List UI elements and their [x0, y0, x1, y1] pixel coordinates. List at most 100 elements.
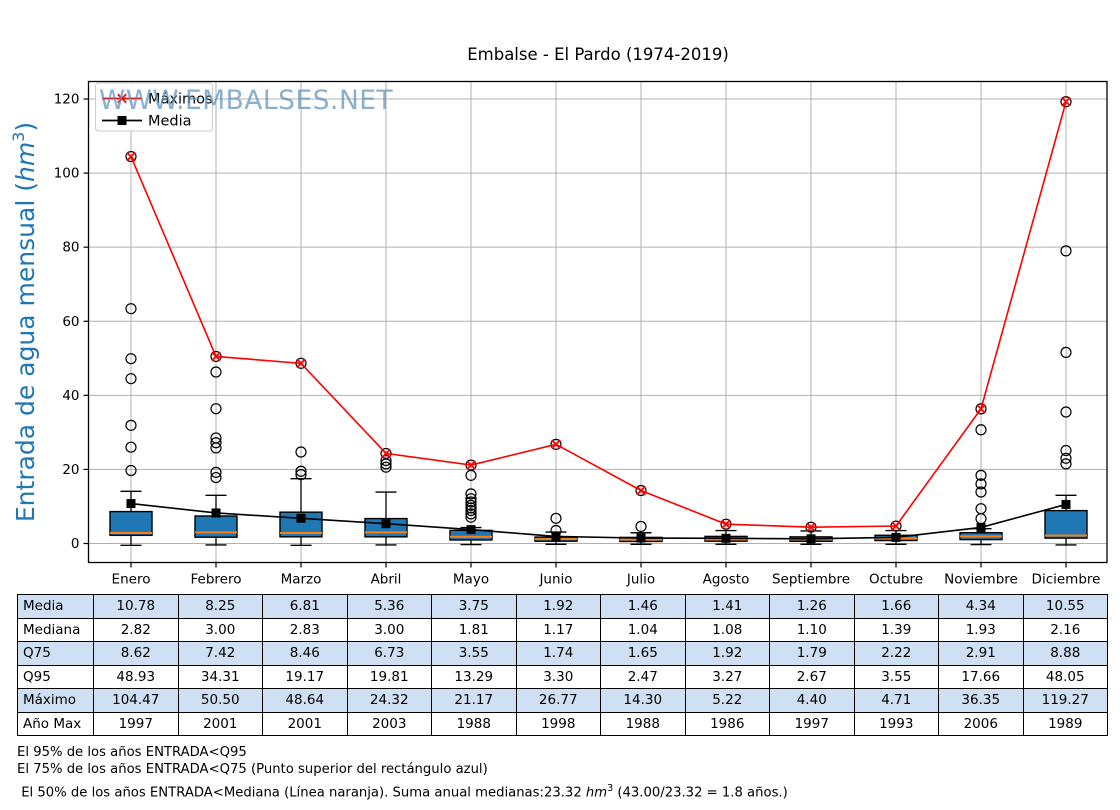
table-cell: 3.75 [431, 594, 517, 619]
maximos-marker [381, 448, 391, 459]
table-cell: 1.04 [600, 617, 686, 642]
outlier-point [635, 484, 647, 497]
outlier-point [1060, 406, 1072, 418]
table-cell: 1.10 [769, 617, 855, 642]
table-cell: 6.81 [262, 594, 348, 619]
outlier-point [1060, 346, 1072, 358]
table-cell: 8.46 [262, 641, 348, 666]
media-marker [891, 532, 901, 542]
outlier-point [465, 493, 477, 505]
outlier-point [1060, 444, 1072, 457]
table-cell: 1.26 [769, 594, 855, 619]
table-cell: 1993 [853, 711, 939, 736]
y-tick-label: 0 [71, 536, 80, 552]
outlier-point [1060, 245, 1072, 257]
table-cell: 13.29 [431, 664, 517, 689]
media-marker [1061, 499, 1071, 509]
table-row: Máximo 104.47 50.50 48.64 24.32 21.17 26.77 14.… [17, 688, 1108, 713]
y-tick-label: 80 [62, 240, 79, 256]
outlier-point [125, 419, 137, 431]
footnote-unit-sup: 3 [607, 783, 614, 794]
outlier-point [975, 503, 987, 515]
table-cell: 1.93 [938, 617, 1024, 642]
watermark-text: WWW.EMBALSES.NET [99, 85, 394, 116]
boxplot-enero [109, 150, 153, 547]
legend-label-media: Media [148, 114, 192, 130]
table-cell: 1997 [93, 711, 179, 736]
box-rect [1044, 509, 1088, 539]
table-cell: 36.35 [938, 688, 1024, 713]
media-marker [296, 513, 306, 523]
outlier-point [465, 511, 477, 523]
table-cell: 1.66 [853, 594, 939, 619]
footnote-q75: El 75% de los años ENTRADA<Q75 (Punto su… [17, 762, 488, 777]
table-cell: 34.31 [177, 664, 263, 689]
table-cell: 5.22 [684, 688, 770, 713]
table-cell: 1.39 [853, 617, 939, 642]
table-cell: 48.93 [93, 664, 179, 689]
table-cell: 26.77 [515, 688, 601, 713]
table-cell: 8.25 [177, 594, 263, 619]
maximos-marker [551, 439, 561, 450]
outlier-point [125, 373, 137, 385]
outlier-point [210, 437, 222, 449]
x-tick-label: Junio [538, 572, 572, 588]
x-tick-label: Abril [371, 572, 402, 588]
row-label: Q75 [17, 641, 94, 666]
table-cell: 14.30 [600, 688, 686, 713]
table-cell: 3.55 [853, 664, 939, 689]
table-cell: 4.71 [853, 688, 939, 713]
y-tick-label: 20 [62, 462, 79, 478]
table-cell: 1.79 [769, 641, 855, 666]
outlier-point [465, 508, 477, 520]
outlier-point [295, 465, 307, 477]
x-tick-label: Marzo [281, 572, 322, 588]
footnote-mediana-text: El 50% de los años ENTRADA<Mediana (Líne… [17, 785, 586, 801]
table-cell: 2.91 [938, 641, 1024, 666]
table-cell: 4.40 [769, 688, 855, 713]
maximos-marker [466, 460, 476, 470]
table-cell: 1.41 [684, 594, 770, 619]
x-tick-label: Octubre [869, 572, 923, 588]
outlier-point [295, 469, 307, 481]
outlier-point [550, 512, 562, 524]
outlier-point [975, 469, 987, 481]
y-tick-label: 40 [62, 388, 79, 404]
x-tick-label: Agosto [703, 572, 750, 588]
table-cell: 24.32 [346, 688, 432, 713]
table-cell: 1.81 [431, 617, 517, 642]
row-label: Máximo [17, 688, 94, 713]
outlier-point [210, 466, 222, 478]
x-tick-label: Mayo [453, 572, 489, 588]
table-row: Q95 48.93 34.31 19.17 19.81 13.29 3.30 2.47 3.27… [17, 664, 1108, 689]
table-cell: 3.00 [346, 617, 432, 642]
media-marker [551, 531, 561, 541]
table-cell: 6.73 [346, 641, 432, 666]
table-cell: 1998 [515, 711, 601, 736]
chart-footnotes: El 95% de los años ENTRADA<Q95 El 75% de… [17, 745, 788, 802]
table-cell: 2.22 [853, 641, 939, 666]
maximos-marker [1061, 96, 1071, 107]
row-label: Año Max [17, 711, 94, 736]
table-cell: 3.30 [515, 664, 601, 689]
media-marker [381, 519, 391, 529]
outlier-point [210, 366, 222, 378]
outlier-point [1060, 96, 1072, 108]
box-rect [109, 510, 153, 537]
outlier-point [380, 454, 392, 467]
outlier-point [465, 488, 477, 500]
maximos-marker [126, 151, 136, 162]
x-tick-label: Julio [626, 572, 655, 588]
box-rect [194, 515, 238, 538]
table-cell: 3.00 [177, 617, 263, 642]
row-label: Q95 [17, 664, 94, 689]
maximos-marker [806, 522, 816, 533]
legend: Máximos Media [95, 82, 213, 132]
row-label: Mediana [17, 617, 94, 642]
media-marker [126, 499, 136, 509]
legend-media-marker [117, 116, 127, 125]
table-cell: 8.88 [1022, 641, 1108, 666]
x-tick-label: Septiembre [772, 572, 850, 588]
outlier-point [380, 461, 392, 473]
maximos-marker [636, 485, 646, 496]
